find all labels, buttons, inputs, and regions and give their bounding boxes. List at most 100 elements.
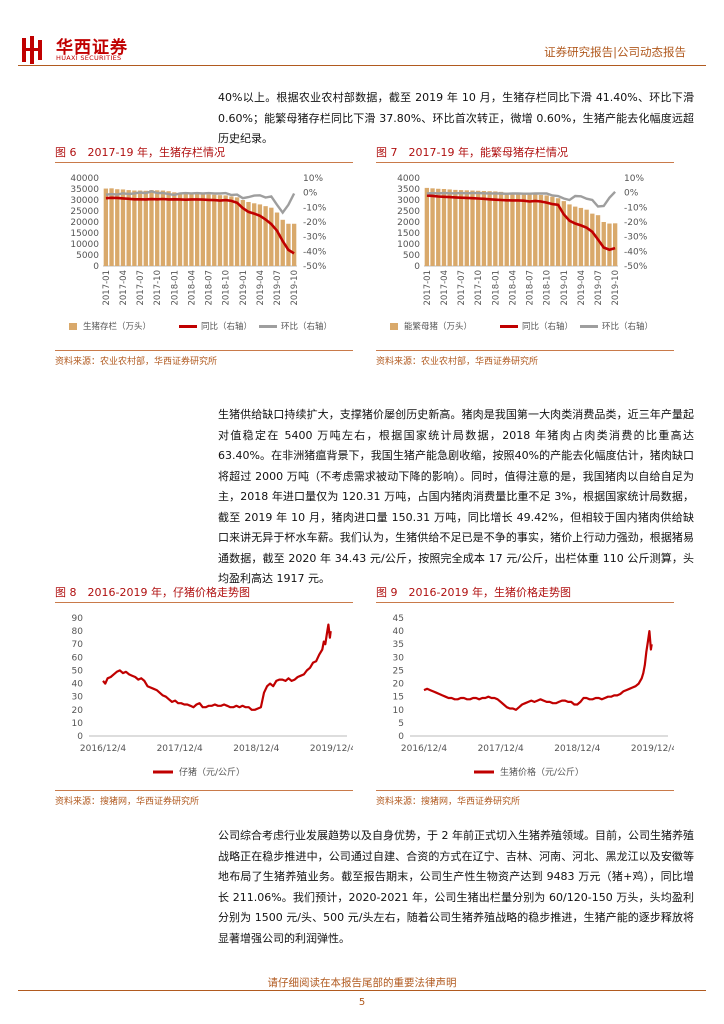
fig6-bar xyxy=(189,193,194,266)
fig6-bar xyxy=(286,223,291,266)
fig6-bar xyxy=(137,190,143,266)
fig8-x-tick: 2018/12/4 xyxy=(233,744,279,754)
fig9-y-tick: 10 xyxy=(393,706,405,716)
fig9-source-rule xyxy=(376,790,674,791)
fig7-bar xyxy=(436,188,441,266)
fig6-legend-label: 同比（右轴） xyxy=(201,321,252,332)
fig7-mom-line xyxy=(426,190,616,208)
fig9-y-tick: 5 xyxy=(398,719,404,729)
fig7-bar xyxy=(601,222,606,266)
fig8-y-tick: 40 xyxy=(72,680,84,690)
fig6-bar xyxy=(126,190,131,266)
fig7-left-tick: 2000 xyxy=(397,218,420,228)
fig6-bar xyxy=(149,190,154,266)
fig7-bar xyxy=(493,191,498,266)
fig7-x-tick: 2018-07 xyxy=(526,270,536,306)
fig7-left-tick: 3500 xyxy=(397,185,420,195)
fig7-bar xyxy=(590,213,595,266)
fig6-left-tick: 0 xyxy=(93,262,99,272)
fig6-bar xyxy=(103,188,109,266)
fig6-left-tick: 5000 xyxy=(76,251,99,261)
fig7-right-tick: -30% xyxy=(624,233,648,243)
fig6-bar xyxy=(120,189,126,266)
fig8-y-tick: 0 xyxy=(77,732,83,742)
fig6-bar xyxy=(194,193,200,266)
fig6-right-tick: 10% xyxy=(303,174,323,184)
fig9-chart: 0 5 10 15 20 25 30 35 40 45 2016/12/4 2017/12/4 2018… xyxy=(393,614,674,778)
fig8-legend-label: 仔猪（元/公斤） xyxy=(179,766,245,778)
fig6-x-tick: 2019-07 xyxy=(273,270,283,306)
fig9-title-rule xyxy=(376,602,674,603)
fig8-y-tick: 60 xyxy=(72,653,84,663)
report-type: 证券研究报告|公司动态报告 xyxy=(544,45,686,59)
fig7-bar xyxy=(578,207,584,266)
fig7-x-tick: 2018-04 xyxy=(508,270,518,306)
fig9-x-tick: 2017/12/4 xyxy=(478,744,524,754)
fig6-left-tick: 10000 xyxy=(70,240,99,250)
fig7-bar xyxy=(521,193,527,266)
huaxi-logo-icon xyxy=(22,36,42,64)
fig8-y-tick: 80 xyxy=(72,627,84,637)
fig7-x-tick: 2019-04 xyxy=(577,270,587,306)
fig7-bar xyxy=(430,188,435,266)
fig6-mom-line xyxy=(105,190,296,215)
fig6-x-tick: 2018-10 xyxy=(222,270,232,306)
fig6-right-tick: -50% xyxy=(303,262,327,272)
fig7-right-tick: -20% xyxy=(624,218,648,228)
fig7-bar xyxy=(573,206,578,266)
fig7-right-tick: 0% xyxy=(624,189,639,199)
fig6-bar xyxy=(234,197,240,266)
fig6-legend-swatch-bar xyxy=(69,323,77,330)
fig7-bar xyxy=(584,209,589,266)
fig9-legend-label: 生猪价格（元/公斤） xyxy=(500,766,584,778)
fig6-bar xyxy=(246,201,251,266)
fig6-left-tick: 40000 xyxy=(70,174,99,184)
fig7-bar xyxy=(533,194,538,266)
fig9-y-tick: 20 xyxy=(393,680,405,690)
fig7-left-tick: 4000 xyxy=(397,174,420,184)
fig7-legend-label: 能繁母猪（万头） xyxy=(404,321,472,332)
fig7-x-tick: 2017-04 xyxy=(440,270,450,306)
fig6-bar xyxy=(240,200,245,266)
legal-notice: 请仔细阅读在本报告尾部的重要法律声明 xyxy=(267,977,457,989)
fig9-source: 资料来源：搜猪网，华西证券研究所 xyxy=(376,797,521,807)
header-divider xyxy=(18,65,706,66)
fig7-bar xyxy=(538,194,544,266)
fig6-bar xyxy=(217,195,223,266)
fig7-bar xyxy=(458,190,464,266)
fig9-y-tick: 30 xyxy=(393,653,405,663)
fig8-y-tick: 50 xyxy=(72,666,84,676)
fig7-bar xyxy=(515,193,521,266)
fig8-price-line xyxy=(102,623,332,711)
fig7-legend-label: 同比（右轴） xyxy=(522,321,573,332)
fig6-right-tick: 0% xyxy=(303,189,318,199)
fig6-title-rule xyxy=(55,162,353,163)
fig8-source: 资料来源：搜猪网，华西证券研究所 xyxy=(55,797,200,807)
fig7-x-tick: 2018-10 xyxy=(543,270,553,306)
fig6-right-tick: -30% xyxy=(303,233,327,243)
fig7-bar xyxy=(527,194,532,266)
fig6-bar xyxy=(183,192,188,266)
fig6-bar xyxy=(155,190,160,266)
fig9-y-tick: 45 xyxy=(393,614,404,624)
fig7-bar xyxy=(607,223,612,266)
fig6-right-tick: -10% xyxy=(303,203,327,213)
fig6-source-rule xyxy=(55,350,353,351)
fig8-x-tick: 2019/12/4 xyxy=(310,744,353,754)
fig6-x-tick: 2017-10 xyxy=(153,270,163,306)
fig7-bar xyxy=(561,201,566,266)
fig7-bar xyxy=(464,190,469,266)
fig7-bar xyxy=(476,190,481,266)
fig6-chart: 0500010000150002000025000300003500040000… xyxy=(69,174,332,332)
fig6-left-tick: 30000 xyxy=(70,196,99,206)
fig7-right-tick: 10% xyxy=(624,174,644,184)
fig7-left-tick: 3000 xyxy=(397,196,420,206)
fig7-x-tick: 2019-01 xyxy=(560,270,570,306)
fig6-bar xyxy=(223,195,228,266)
fig7-left-tick: 1000 xyxy=(397,240,420,250)
fig7-bar xyxy=(453,189,458,266)
fig6-bar xyxy=(132,190,137,266)
paragraph-company-strategy: 公司综合考虑行业发展趋势以及自身优势，于 2 年前正式切入生猪养殖领域。目前，公… xyxy=(218,829,694,945)
fig7-bar xyxy=(612,223,618,266)
